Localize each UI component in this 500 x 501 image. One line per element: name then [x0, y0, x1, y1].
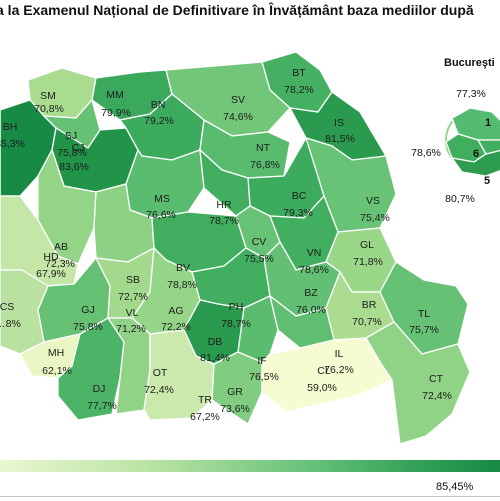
county-value-vs: 75,4%	[360, 212, 390, 224]
county-value-vn: 78,6%	[299, 264, 329, 276]
bucuresti-sector-5[interactable]	[450, 149, 500, 177]
county-value-sj: 75,8%	[57, 147, 87, 159]
county-value-sm: 70,8%	[34, 103, 64, 115]
county-value-ct: 72,4%	[422, 390, 452, 402]
county-value-ms: 76,6%	[146, 209, 176, 221]
county-tr[interactable]	[143, 329, 215, 421]
bucuresti-title: Bucureşti	[444, 57, 495, 69]
county-code-if: IF	[257, 355, 266, 367]
bucuresti-sector-2[interactable]	[476, 139, 500, 155]
county-value-dj: 77,7%	[87, 400, 117, 412]
county-value-sv: 74,6%	[223, 111, 253, 123]
county-code-sb: SB	[126, 274, 140, 286]
county-code-mm: MM	[106, 89, 124, 101]
county-value-ph: 78,7%	[221, 318, 251, 330]
legend-color-scale	[0, 460, 500, 472]
county-code-br: BR	[362, 299, 377, 311]
county-value-ag: 72,2%	[161, 321, 191, 333]
county-value-bc: 79,3%	[283, 207, 313, 219]
county-value-if: 76,5%	[249, 371, 279, 383]
county-value-ot: 72,4%	[144, 384, 174, 396]
county-code-vl: VL	[126, 307, 139, 319]
county-code-ot: OT	[153, 367, 168, 379]
county-code-hd: HD	[43, 251, 59, 263]
county-code-ct: CT	[429, 373, 444, 385]
county-value-bv: 78,8%	[167, 279, 197, 291]
county-value-bn: 79,2%	[144, 115, 174, 127]
county-code-cs: CS	[0, 301, 14, 313]
county-code-bc: BC	[292, 190, 307, 202]
county-value-is: 81,5%	[325, 133, 355, 145]
county-value-nt: 76,8%	[250, 159, 280, 171]
county-value-hr: 78,7%	[209, 215, 239, 227]
county-code-bh: BH	[3, 121, 18, 133]
county-code-tl: TL	[418, 308, 430, 320]
county-value-cs: …8%	[0, 318, 21, 330]
county-code-il: IL	[335, 348, 344, 360]
county-value-db: 81,4%	[200, 352, 230, 364]
county-value-cl: 59,0%	[307, 382, 337, 394]
legend-max-label: 85,45%	[436, 481, 474, 493]
county-code-gl: GL	[360, 239, 374, 251]
county-code-is: IS	[334, 117, 344, 129]
county-code-dj: DJ	[93, 383, 106, 395]
county-value-gj: 75,8%	[73, 321, 103, 333]
county-code-bt: BT	[292, 67, 306, 79]
county-code-ab: AB	[54, 241, 68, 253]
county-value-cv: 75,5%	[244, 253, 274, 265]
county-ms[interactable]	[125, 148, 205, 219]
county-code-ag: AG	[168, 305, 183, 317]
county-value-tr: 67,2%	[190, 411, 220, 423]
county-code-cv: CV	[252, 236, 267, 248]
counties-layer	[0, 51, 471, 445]
county-value-mm: 79,9%	[101, 107, 131, 119]
county-value-gr: 73,6%	[220, 403, 250, 415]
county-value-tl: 75,7%	[409, 324, 439, 336]
sector-1-number: 1	[485, 117, 491, 129]
county-code-vs: VS	[366, 195, 380, 207]
county-code-sj: SJ	[65, 130, 77, 142]
county-code-ph: PH	[229, 301, 244, 313]
county-value-il: 76,2%	[324, 364, 354, 376]
county-code-sv: SV	[231, 94, 245, 106]
bucuresti-inset: 1 6 5 77,3% 78,6% 80,7%	[411, 88, 500, 205]
county-code-gj: GJ	[81, 304, 94, 316]
legend-axis	[0, 496, 500, 501]
county-value-bz: 76,0%	[296, 304, 326, 316]
county-code-sm: SM	[40, 90, 56, 102]
map-title: a la Examenul Național de Definitivare î…	[0, 2, 474, 18]
county-code-mh: MH	[48, 347, 64, 359]
county-code-bn: BN	[151, 99, 166, 111]
county-value-vl: 71,2%	[116, 323, 146, 335]
county-value-gl: 71,8%	[353, 256, 383, 268]
county-value-bh: 85,3%	[0, 138, 25, 150]
sector-5-value: 80,7%	[445, 193, 475, 205]
county-code-bz: BZ	[304, 287, 318, 299]
county-value-bt: 78,2%	[284, 84, 314, 96]
county-code-nt: NT	[256, 142, 271, 154]
county-value-hd: 67,9%	[36, 268, 66, 280]
county-code-vn: VN	[307, 247, 322, 259]
county-code-tr: TR	[198, 394, 212, 406]
county-code-db: DB	[208, 336, 223, 348]
county-value-ab: 72,3%	[45, 258, 75, 270]
sector-6-value: 78,6%	[411, 147, 441, 159]
county-ct[interactable]	[365, 321, 471, 445]
sector-6-number: 6	[473, 148, 479, 160]
sector-1-value: 77,3%	[456, 88, 486, 100]
county-code-hr: HR	[216, 199, 232, 211]
county-code-bv: BV	[176, 262, 190, 274]
county-value-sb: 72,7%	[118, 291, 148, 303]
county-code-ms: MS	[154, 193, 170, 205]
county-value-br: 70,7%	[352, 316, 382, 328]
sector-5-number: 5	[484, 175, 490, 187]
county-code-gr: GR	[227, 386, 243, 398]
county-code-cl: CL	[317, 365, 331, 377]
county-value-mh: 62,1%	[42, 365, 72, 377]
county-code-cj: CJ	[72, 142, 85, 154]
county-value-cj: 83,6%	[59, 161, 89, 173]
